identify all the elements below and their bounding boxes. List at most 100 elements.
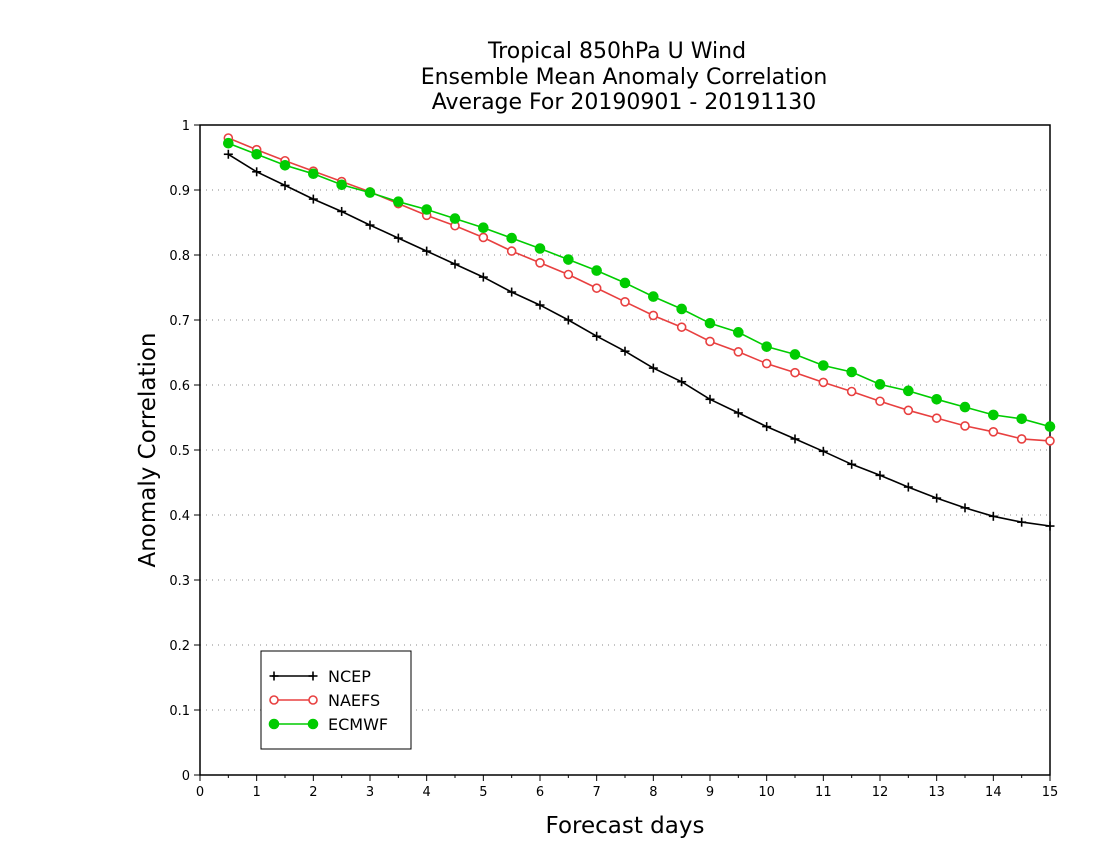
point-naefs — [931, 413, 942, 423]
point-ecmwf — [534, 243, 546, 254]
y-axis-title: Anomaly Correlation — [135, 332, 161, 567]
point-ncep — [365, 220, 375, 230]
point-ecmwf — [1044, 421, 1056, 432]
y-tick-label: 0.1 — [169, 704, 190, 719]
point-naefs — [535, 257, 545, 268]
point-naefs — [620, 296, 630, 307]
x-tick-label: 2 — [309, 785, 317, 800]
chart-title-line-1: Tropical 850hPa U Wind — [487, 39, 746, 64]
legend-item-ncep: NCEP — [269, 667, 371, 686]
point-ecmwf — [676, 303, 687, 315]
x-tick-label: 10 — [758, 785, 775, 800]
point-ncep — [960, 503, 970, 513]
x-tick-label: 8 — [649, 785, 657, 800]
x-tick-label: 13 — [928, 785, 945, 800]
point-ecmwf — [903, 385, 914, 397]
point-ecmwf — [308, 168, 319, 180]
legend-marker-ecmwf — [307, 718, 319, 730]
point-ecmwf — [818, 360, 829, 371]
x-tick-label: 4 — [423, 785, 431, 800]
point-ncep — [592, 331, 602, 341]
point-ncep — [252, 167, 262, 177]
legend: NCEP NAEFS ECMWF — [260, 650, 412, 750]
y-tick-label: 0.8 — [169, 249, 190, 264]
point-ncep — [1017, 517, 1027, 527]
point-ncep — [818, 446, 828, 456]
chart-title-line-3: Average For 20190901 - 20191130 — [432, 90, 817, 115]
x-tick-label: 14 — [985, 785, 1002, 800]
point-ncep — [875, 470, 885, 480]
point-ecmwf — [251, 148, 262, 160]
point-ecmwf — [421, 204, 432, 215]
point-naefs — [591, 283, 602, 293]
x-tick-label: 1 — [253, 785, 261, 800]
x-tick-label: 11 — [815, 785, 832, 800]
y-tick-label: 0.5 — [169, 444, 190, 459]
legend-item-naefs: NAEFS — [269, 691, 380, 710]
point-ecmwf — [931, 394, 942, 405]
point-ncep — [478, 272, 488, 282]
series-layer — [223, 133, 1056, 531]
point-ncep — [563, 315, 573, 325]
x-tick-label: 12 — [872, 785, 889, 800]
legend-label-ncep: NCEP — [328, 667, 371, 686]
point-ecmwf — [591, 265, 602, 276]
point-ecmwf — [393, 196, 404, 207]
point-naefs — [875, 396, 885, 407]
y-tick-label: 0.9 — [169, 184, 190, 199]
point-ecmwf — [1016, 413, 1027, 425]
point-ecmwf — [449, 213, 461, 224]
legend-item-ecmwf: ECMWF — [268, 715, 388, 734]
point-ncep — [280, 180, 290, 190]
legend-marker-ecmwf — [268, 718, 280, 730]
y-tick-label: 0.3 — [169, 574, 190, 589]
point-ecmwf — [988, 409, 999, 421]
legend-marker-ncep — [269, 671, 279, 681]
point-ecmwf — [959, 401, 971, 413]
legend-label-naefs: NAEFS — [328, 691, 380, 710]
point-ecmwf — [478, 222, 489, 233]
point-ecmwf — [789, 349, 801, 360]
point-ecmwf — [704, 317, 716, 329]
point-ecmwf — [648, 291, 659, 302]
point-naefs — [846, 386, 857, 397]
point-naefs — [563, 269, 574, 280]
point-naefs — [790, 367, 800, 378]
point-naefs — [733, 347, 744, 357]
point-ncep — [507, 287, 517, 297]
point-ncep — [705, 394, 715, 404]
point-naefs — [903, 405, 914, 416]
point-naefs — [761, 358, 772, 369]
point-naefs — [705, 336, 715, 347]
y-tick-label: 1 — [182, 119, 190, 134]
point-naefs — [506, 246, 517, 256]
chart-title-line-2: Ensemble Mean Anomaly Correlation — [421, 65, 828, 90]
legend-label-ecmwf: ECMWF — [328, 715, 388, 734]
point-naefs — [1045, 436, 1055, 446]
point-ncep — [535, 300, 545, 310]
point-ncep — [450, 259, 460, 269]
point-ecmwf — [563, 254, 574, 265]
point-ncep — [620, 346, 630, 356]
point-naefs — [818, 377, 829, 388]
x-tick-label: 6 — [536, 785, 544, 800]
grid — [200, 189, 1050, 711]
y-tick-label: 0.4 — [169, 509, 190, 524]
point-ncep — [648, 363, 658, 373]
legend-marker-ncep — [308, 671, 318, 681]
point-ncep — [308, 194, 318, 204]
point-ecmwf — [761, 341, 772, 352]
x-axis-title: Forecast days — [546, 813, 705, 839]
point-ncep — [762, 422, 772, 432]
x-tick-label: 9 — [706, 785, 714, 800]
legend-marker-naefs — [269, 695, 279, 705]
point-ncep — [677, 377, 687, 387]
point-ecmwf — [279, 160, 291, 171]
point-ecmwf — [846, 366, 857, 378]
point-ncep — [422, 246, 432, 256]
point-naefs — [478, 232, 489, 243]
axis-ticks: 00.10.20.30.40.50.60.70.80.910 1 2 3 4 5 6 7 8 9 1… — [169, 119, 1058, 800]
point-ncep — [733, 408, 743, 418]
point-ecmwf — [336, 179, 347, 191]
